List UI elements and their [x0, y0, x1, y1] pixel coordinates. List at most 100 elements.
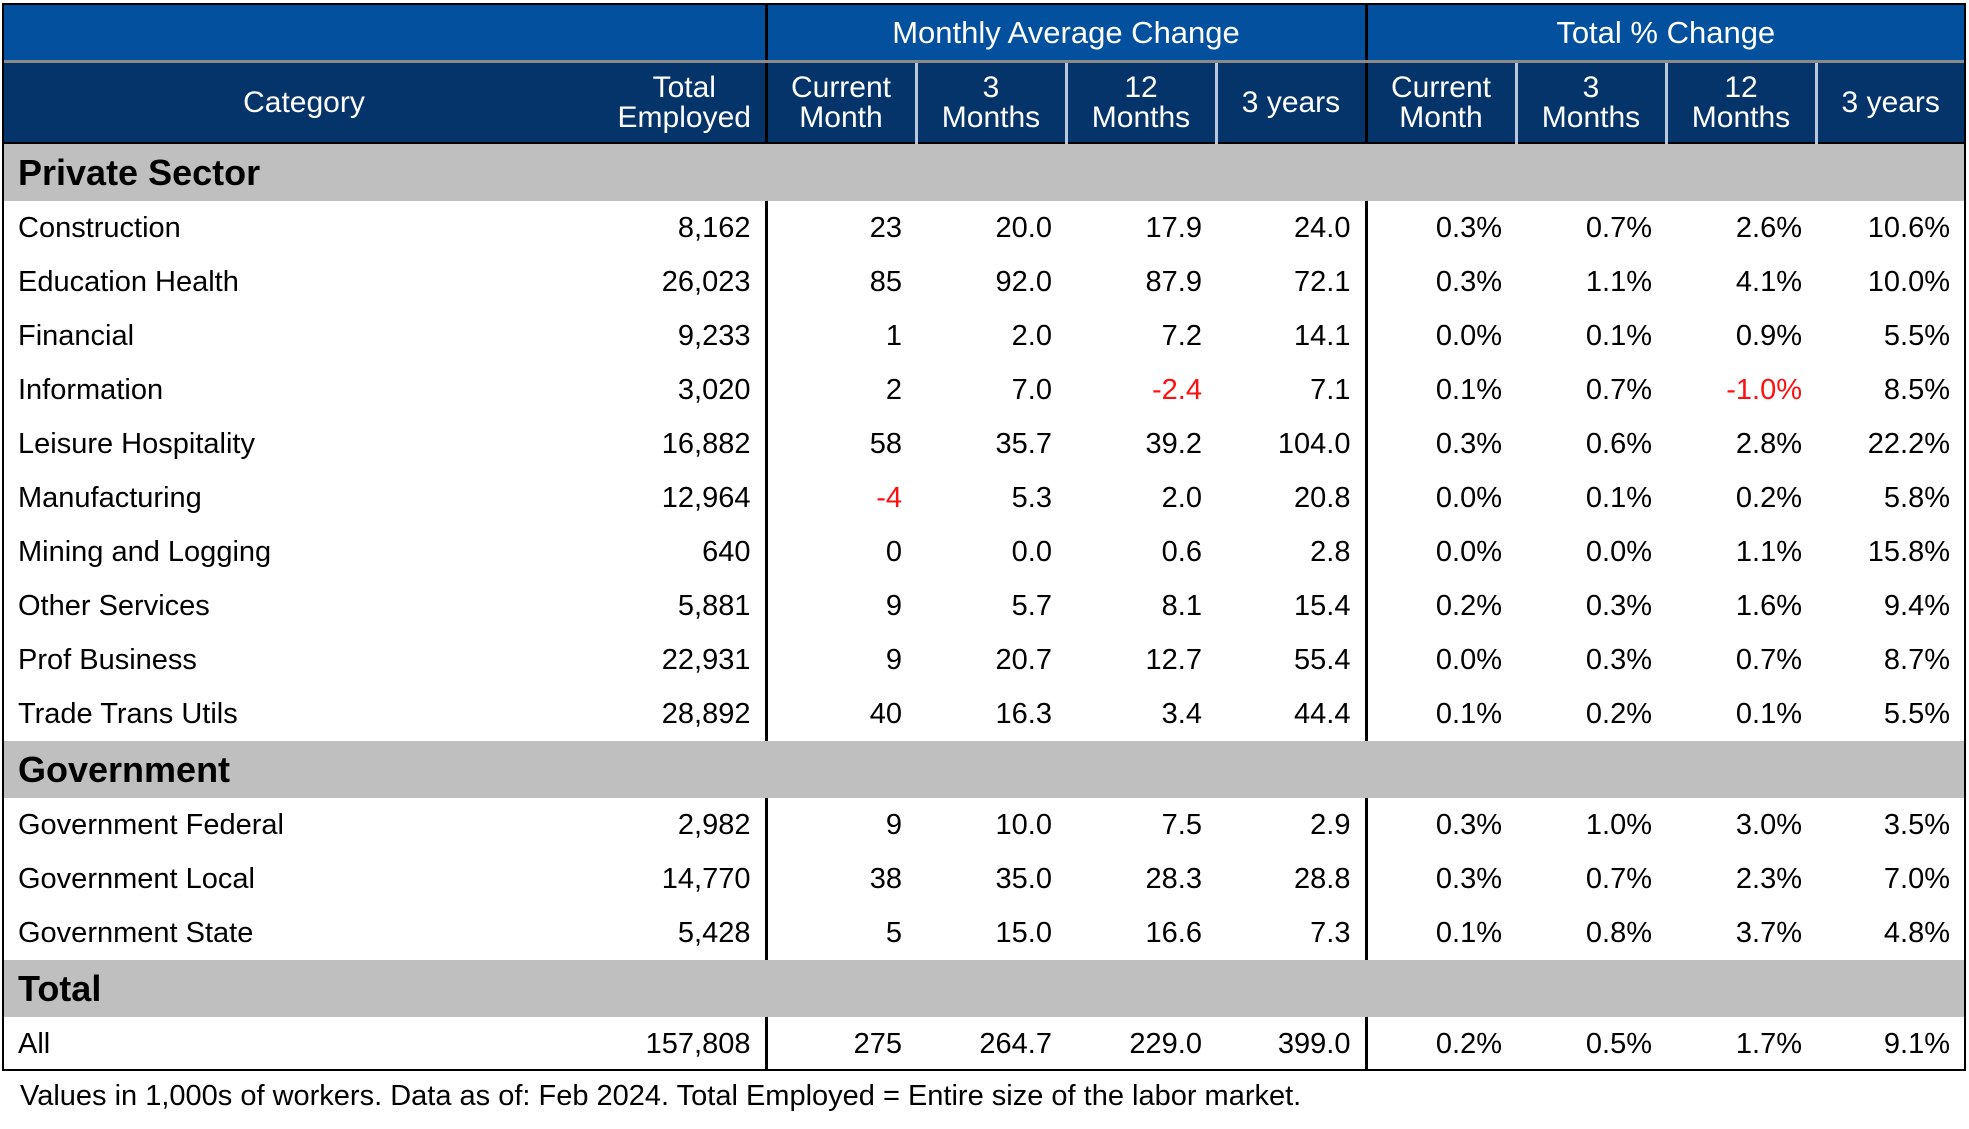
cell-monthly-3-years: 20.8	[1294, 481, 1351, 514]
cell-pct-current-month: 0.3%	[1364, 417, 1516, 471]
cell-pct-12-months: 0.2%	[1735, 481, 1802, 514]
cell-monthly-3-months: 7.0	[1011, 373, 1052, 406]
cell-pct-3-months: 0.6%	[1585, 427, 1652, 460]
cell-category: Prof Business	[18, 643, 197, 676]
cell-monthly-current-month: 5	[764, 906, 916, 960]
cell-monthly-current-month: 40	[764, 687, 916, 741]
cell-pct-3-months: 0.7%	[1585, 211, 1652, 244]
cell-category: All	[18, 1027, 51, 1060]
cell-pct-3-months: 0.8%	[1585, 916, 1652, 949]
cell-monthly-12-months: 12.7	[1145, 643, 1202, 676]
cell-monthly-3-months: 20.7	[995, 643, 1052, 676]
table-row: Government Federal 2,982 9 10.0 7.5 2.9 0.3% 1.…	[4, 798, 1964, 852]
table-row: Mining and Logging 640 0 0.0 0.6 2.8 0.0% 0.0% 1…	[4, 525, 1964, 579]
header-monthly-12-months: 12 Months	[1064, 61, 1216, 144]
cell-monthly-12-months: 7.2	[1161, 319, 1202, 352]
cell-monthly-3-years: 15.4	[1294, 589, 1351, 622]
cell-category: Trade Trans Utils	[18, 697, 238, 730]
header-pct-current-month: Current Month	[1364, 61, 1516, 144]
cell-total-employed: 28,892	[661, 697, 751, 730]
cell-pct-12-months: 1.1%	[1735, 535, 1802, 568]
cell-total-employed: 5,428	[677, 916, 751, 949]
section-title: Private Sector	[4, 143, 1964, 201]
cell-monthly-current-month: 1	[764, 309, 916, 363]
cell-monthly-3-years: 2.8	[1310, 535, 1351, 568]
cell-monthly-3-months: 92.0	[995, 265, 1052, 298]
cell-pct-12-months: 0.1%	[1735, 697, 1802, 730]
cell-monthly-12-months: 17.9	[1145, 211, 1202, 244]
cell-total-employed: 12,964	[661, 481, 751, 514]
cell-category: Other Services	[18, 589, 210, 622]
cell-pct-3-years: 15.8%	[1867, 535, 1950, 568]
cell-pct-12-months: 2.6%	[1735, 211, 1802, 244]
table-row: Financial 9,233 1 2.0 7.2 14.1 0.0% 0.1% 0.9% 5.5…	[4, 309, 1964, 363]
cell-pct-12-months: 4.1%	[1735, 265, 1802, 298]
header-group-blank	[4, 5, 766, 63]
cell-pct-current-month: 0.2%	[1364, 1017, 1516, 1069]
cell-monthly-current-month: 58	[764, 417, 916, 471]
section-title: Total	[4, 960, 1964, 1017]
cell-total-employed: 2,982	[677, 808, 751, 841]
cell-monthly-3-months: 0.0	[1011, 535, 1052, 568]
cell-monthly-12-months: 7.5	[1161, 808, 1202, 841]
section-header-row: Government	[4, 741, 1964, 798]
cell-pct-3-months: 0.2%	[1585, 697, 1652, 730]
cell-total-employed: 5,881	[677, 589, 751, 622]
cell-category: Construction	[18, 211, 181, 244]
header-monthly-3-years: 3 years	[1214, 61, 1366, 144]
cell-category: Financial	[18, 319, 135, 352]
cell-monthly-current-month: 38	[764, 852, 916, 906]
cell-pct-12-months: 3.7%	[1735, 916, 1802, 949]
cell-pct-current-month: 0.1%	[1364, 363, 1516, 417]
cell-monthly-3-months: 5.3	[1011, 481, 1052, 514]
cell-pct-3-years: 8.5%	[1883, 373, 1950, 406]
cell-monthly-3-years: 55.4	[1294, 643, 1351, 676]
cell-monthly-3-months: 35.7	[995, 427, 1052, 460]
cell-pct-12-months: 0.7%	[1735, 643, 1802, 676]
cell-pct-3-months: 1.1%	[1585, 265, 1652, 298]
cell-pct-3-years: 3.5%	[1883, 808, 1950, 841]
cell-monthly-3-years: 28.8	[1294, 862, 1351, 895]
cell-category: Manufacturing	[18, 481, 202, 514]
cell-pct-3-years: 8.7%	[1883, 643, 1950, 676]
cell-monthly-3-years: 7.1	[1310, 373, 1351, 406]
cell-pct-3-months: 0.1%	[1585, 481, 1652, 514]
cell-monthly-12-months: 2.0	[1161, 481, 1202, 514]
cell-pct-12-months: 2.8%	[1735, 427, 1802, 460]
header-pct-3-months: 3 Months	[1514, 61, 1666, 144]
section-header-row: Total	[4, 960, 1964, 1017]
cell-pct-3-years: 5.8%	[1883, 481, 1950, 514]
table-row: Other Services 5,881 9 5.7 8.1 15.4 0.2% 0.3% 1.…	[4, 579, 1964, 633]
cell-total-employed: 16,882	[661, 427, 751, 460]
header-group-total-pct-change: Total % Change	[1364, 5, 1964, 63]
employment-table-container: Monthly Average Change Total % Change Ca…	[2, 3, 1966, 1071]
cell-total-employed: 9,233	[677, 319, 751, 352]
section-header-row: Private Sector	[4, 143, 1964, 201]
cell-monthly-3-months: 35.0	[995, 862, 1052, 895]
cell-pct-3-months: 0.3%	[1585, 589, 1652, 622]
header-monthly-3-months: 3 Months	[914, 61, 1066, 144]
table-row: Information 3,020 2 7.0 -2.4 7.1 0.1% 0.7% -1.0%…	[4, 363, 1964, 417]
cell-category: Information	[18, 373, 164, 406]
cell-pct-3-years: 7.0%	[1883, 862, 1950, 895]
cell-monthly-current-month: 9	[764, 798, 916, 852]
cell-pct-12-months: 3.0%	[1735, 808, 1802, 841]
cell-monthly-3-years: 24.0	[1294, 211, 1351, 244]
cell-pct-current-month: 0.1%	[1364, 687, 1516, 741]
header-pct-12-months: 12 Months	[1664, 61, 1816, 144]
footnote: Values in 1,000s of workers. Data as of:…	[20, 1080, 1302, 1112]
table-row: Manufacturing 12,964 -4 5.3 2.0 20.8 0.0% 0.1% 0…	[4, 471, 1964, 525]
cell-monthly-3-months: 20.0	[995, 211, 1052, 244]
cell-pct-3-years: 5.5%	[1883, 697, 1950, 730]
cell-monthly-current-month: 275	[764, 1017, 916, 1069]
cell-pct-12-months: 2.3%	[1735, 862, 1802, 895]
cell-pct-current-month: 0.3%	[1364, 852, 1516, 906]
cell-total-employed: 157,808	[645, 1027, 751, 1060]
cell-monthly-12-months: 28.3	[1145, 862, 1202, 895]
cell-monthly-3-months: 2.0	[1011, 319, 1052, 352]
header-group-monthly-average-change: Monthly Average Change	[764, 5, 1366, 63]
header-monthly-current-month: Current Month	[764, 61, 916, 144]
cell-pct-3-months: 0.7%	[1585, 373, 1652, 406]
header-column-row: Category Total Employed Current Month 3 Mon…	[4, 61, 1964, 144]
cell-monthly-12-months: 0.6	[1161, 535, 1202, 568]
